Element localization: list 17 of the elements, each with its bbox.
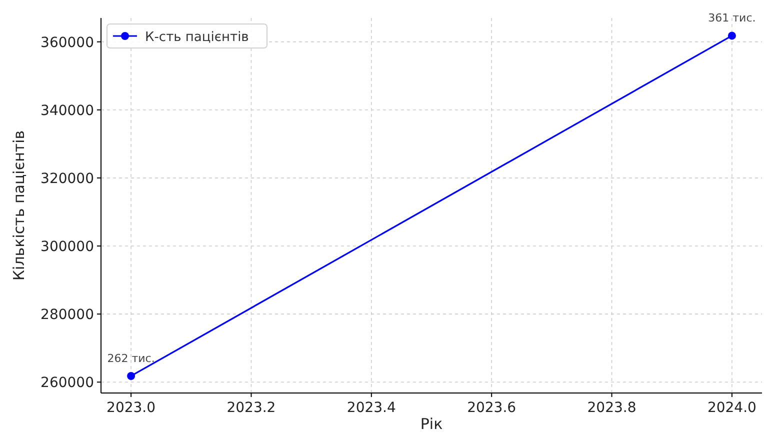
annotation: 262 тис. [107,352,155,365]
annotation: 361 тис. [708,12,756,25]
x-tick-label: 2023.0 [106,400,156,416]
x-axis-title: Рік [420,415,443,433]
x-tick-label: 2023.6 [467,400,516,416]
x-tick-label: 2023.2 [226,400,276,416]
y-tick-label: 320000 [40,170,94,187]
x-tick-label: 2024.0 [707,400,756,416]
x-tick-label: 2023.4 [346,400,396,416]
y-tick-label: 260000 [40,375,94,392]
y-tick-label: 340000 [40,102,94,119]
x-tick-label: 2023.8 [587,400,636,416]
y-tick-label: 300000 [40,238,94,255]
legend-label: К-сть пацієнтів [145,30,249,45]
y-tick-label: 280000 [40,307,94,324]
y-axis-title: Кількість пацієнтів [10,130,28,281]
y-tick-label: 360000 [40,34,94,51]
